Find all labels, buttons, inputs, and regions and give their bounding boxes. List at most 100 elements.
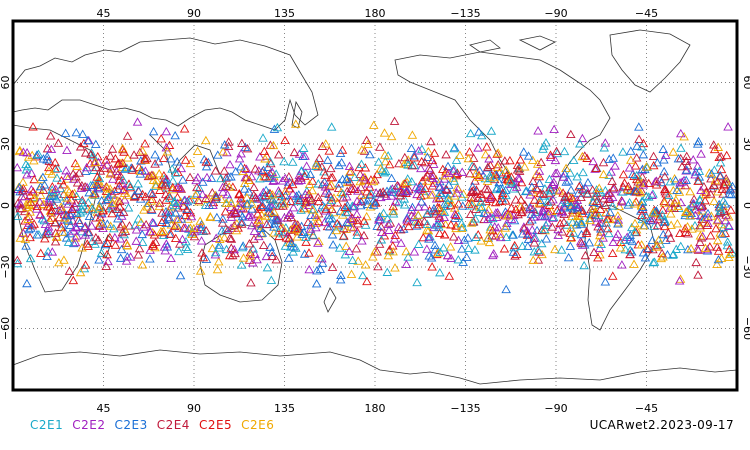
occultation-marker bbox=[44, 162, 54, 172]
occultation-marker bbox=[91, 232, 101, 242]
occultation-marker bbox=[313, 179, 324, 188]
occultation-marker bbox=[559, 209, 569, 219]
occultation-marker bbox=[91, 139, 101, 149]
occultation-marker bbox=[103, 256, 113, 266]
occultation-marker bbox=[32, 230, 42, 239]
occultation-marker bbox=[520, 200, 530, 209]
occultation-marker bbox=[38, 185, 49, 194]
occultation-marker bbox=[18, 186, 28, 195]
occultation-marker bbox=[178, 175, 188, 184]
occultation-marker bbox=[140, 155, 150, 164]
occultation-marker bbox=[659, 196, 669, 205]
occultation-marker bbox=[280, 135, 290, 145]
occultation-marker bbox=[534, 171, 545, 181]
occultation-marker bbox=[489, 172, 499, 182]
occultation-marker bbox=[226, 198, 236, 207]
occultation-marker bbox=[203, 157, 214, 167]
occultation-marker bbox=[265, 200, 275, 210]
occultation-marker bbox=[681, 207, 692, 217]
occultation-marker bbox=[668, 147, 679, 156]
lon-tick-label-bottom: −45 bbox=[635, 402, 658, 415]
occultation-marker bbox=[602, 214, 612, 223]
occultation-marker bbox=[280, 173, 290, 183]
occultation-marker bbox=[464, 147, 475, 156]
occultation-marker bbox=[215, 173, 226, 183]
occultation-marker bbox=[86, 221, 97, 230]
occultation-marker bbox=[42, 151, 52, 161]
occultation-marker bbox=[352, 209, 362, 218]
occultation-marker bbox=[642, 244, 653, 253]
occultation-marker bbox=[550, 244, 560, 254]
occultation-marker bbox=[252, 194, 262, 203]
lat-tick-label-left: 60 bbox=[0, 76, 12, 90]
occultation-marker bbox=[182, 205, 192, 214]
occultation-marker bbox=[189, 231, 200, 241]
occultation-marker bbox=[157, 227, 168, 237]
occultation-marker bbox=[132, 117, 143, 126]
occultation-marker bbox=[685, 186, 695, 196]
occultation-marker bbox=[170, 130, 180, 140]
occultation-marker bbox=[94, 173, 105, 183]
occultation-marker bbox=[105, 169, 116, 178]
occultation-marker bbox=[715, 203, 725, 212]
occultation-marker bbox=[155, 185, 165, 194]
occultation-marker bbox=[613, 215, 624, 224]
occultation-marker bbox=[509, 240, 520, 250]
occultation-marker bbox=[430, 245, 440, 254]
occultation-marker bbox=[426, 171, 436, 180]
occultation-marker bbox=[358, 270, 368, 280]
occultation-marker bbox=[631, 187, 641, 196]
occultation-marker bbox=[660, 184, 670, 193]
occultation-marker bbox=[324, 222, 335, 231]
occultation-marker bbox=[533, 255, 544, 264]
occultation-marker bbox=[64, 266, 75, 275]
occultation-marker bbox=[558, 172, 569, 181]
occultation-marker bbox=[300, 189, 311, 199]
occultation-marker bbox=[137, 237, 148, 246]
occultation-marker bbox=[519, 162, 530, 171]
occultation-marker bbox=[100, 239, 110, 249]
occultation-marker bbox=[468, 153, 479, 162]
occultation-marker bbox=[274, 189, 284, 198]
occultation-marker bbox=[67, 189, 78, 198]
occultation-marker bbox=[703, 208, 713, 218]
lat-tick-label-right: −60 bbox=[741, 317, 750, 340]
occultation-marker bbox=[221, 224, 231, 233]
occultation-marker bbox=[124, 221, 135, 230]
occultation-marker bbox=[553, 230, 563, 239]
occultation-marker bbox=[669, 203, 679, 213]
occultation-marker bbox=[226, 202, 236, 211]
occultation-marker bbox=[247, 258, 258, 267]
occultation-marker bbox=[290, 119, 301, 128]
occultation-marker bbox=[25, 197, 36, 206]
occultation-marker bbox=[258, 165, 269, 174]
occultation-marker bbox=[469, 162, 479, 171]
occultation-marker bbox=[280, 186, 291, 195]
occultation-marker bbox=[204, 200, 214, 209]
occultation-marker bbox=[428, 170, 438, 180]
occultation-marker bbox=[201, 226, 212, 235]
occultation-marker bbox=[539, 224, 550, 234]
occultation-marker bbox=[63, 215, 73, 224]
occultation-marker bbox=[266, 158, 276, 168]
occultation-marker bbox=[482, 233, 493, 242]
occultation-marker bbox=[258, 192, 269, 202]
occultation-marker bbox=[365, 202, 376, 211]
occultation-marker bbox=[407, 160, 417, 170]
occultation-marker bbox=[659, 214, 670, 223]
occultation-marker bbox=[347, 213, 358, 222]
occultation-marker bbox=[712, 177, 723, 186]
occultation-marker bbox=[696, 211, 706, 220]
occultation-marker bbox=[82, 182, 92, 191]
occultation-marker bbox=[353, 256, 363, 265]
occultation-marker bbox=[721, 150, 732, 160]
occultation-marker bbox=[179, 124, 190, 133]
occultation-marker bbox=[596, 224, 606, 233]
occultation-marker bbox=[693, 176, 703, 185]
occultation-marker bbox=[476, 189, 486, 198]
occultation-marker bbox=[529, 195, 540, 204]
occultation-marker bbox=[703, 212, 713, 222]
occultation-marker bbox=[307, 176, 318, 185]
occultation-marker bbox=[351, 244, 362, 253]
occultation-marker bbox=[534, 198, 545, 207]
